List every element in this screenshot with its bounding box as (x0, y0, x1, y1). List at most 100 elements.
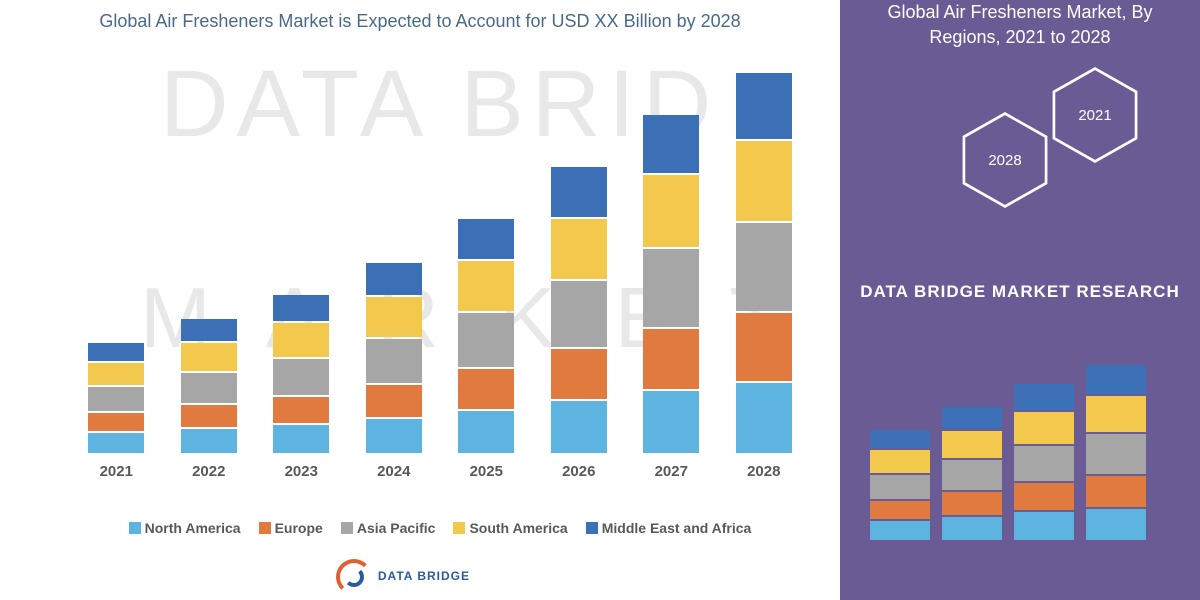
side-panel-mini-chart (870, 360, 1170, 540)
bar-segment (458, 411, 514, 453)
legend-label: Europe (275, 520, 323, 536)
bar-segment (736, 141, 792, 221)
mini-bar-segment (1086, 434, 1146, 474)
x-axis-label: 2023 (285, 463, 318, 480)
x-axis-label: 2026 (562, 463, 595, 480)
bar-column: 2025 (446, 217, 526, 480)
hexagon-badges: 2028 2021 (840, 70, 1200, 250)
bar-segment (551, 281, 607, 347)
brand-text: DATA BRIDGE MARKET RESEARCH (840, 280, 1200, 304)
bar-column: 2028 (724, 71, 804, 480)
mini-bar-segment (1086, 396, 1146, 432)
mini-bar-segment (870, 501, 930, 519)
mini-bar-segment (1014, 512, 1074, 540)
bar-segment (273, 359, 329, 395)
hexagon-2028: 2028 (960, 110, 1050, 210)
footer-logo-text: DATA BRIDGE (378, 570, 470, 583)
bar-segment (643, 391, 699, 453)
side-panel: Global Air Fresheners Market, By Regions… (840, 0, 1200, 600)
legend-swatch (453, 522, 465, 534)
stacked-bar (181, 317, 237, 453)
legend-label: South America (469, 520, 567, 536)
legend-item: North America (129, 520, 241, 536)
chart-legend: North America Europe Asia Pacific South Ame… (60, 520, 820, 536)
main-chart-area: DATA BRID M A R K E T Global Air Freshen… (0, 0, 840, 600)
stacked-bar (273, 293, 329, 453)
bar-segment (643, 329, 699, 389)
mini-bar-segment (1014, 446, 1074, 481)
bar-segment (366, 419, 422, 453)
legend-item: South America (453, 520, 567, 536)
bar-segment (458, 369, 514, 409)
stacked-bar (551, 165, 607, 453)
hex-label-2021: 2021 (1050, 65, 1140, 165)
bar-segment (181, 405, 237, 427)
logo-swirl-icon (336, 559, 372, 595)
legend-label: Middle East and Africa (602, 520, 752, 536)
bar-segment (88, 387, 144, 411)
stacked-bar-chart: 2021 2022 2023 20242025 2026 2027 2028 (70, 80, 810, 480)
legend-swatch (341, 522, 353, 534)
mini-bar-segment (942, 431, 1002, 458)
bar-column: 2023 (261, 293, 341, 480)
mini-bar-segment (870, 450, 930, 473)
mini-bar-column (1086, 363, 1146, 540)
legend-item: Middle East and Africa (586, 520, 752, 536)
mini-bar-segment (942, 407, 1002, 430)
bar-segment (366, 339, 422, 383)
hexagon-2021: 2021 (1050, 65, 1140, 165)
mini-bar-segment (1086, 476, 1146, 507)
bar-segment (181, 429, 237, 453)
mini-bar-column (1014, 382, 1074, 540)
stacked-bar (736, 71, 792, 453)
mini-bar-segment (1014, 384, 1074, 410)
bar-segment (736, 313, 792, 381)
legend-label: North America (145, 520, 241, 536)
bar-segment (88, 433, 144, 453)
mini-bar-segment (870, 430, 930, 448)
bar-segment (88, 363, 144, 385)
footer-logo: DATA BRIDGE (336, 559, 470, 595)
bar-segment (458, 261, 514, 311)
legend-swatch (259, 522, 271, 534)
legend-swatch (129, 522, 141, 534)
hex-label-2028: 2028 (960, 110, 1050, 210)
bar-segment (551, 349, 607, 399)
bar-segment (273, 425, 329, 453)
bar-segment (551, 401, 607, 453)
stacked-bar (88, 341, 144, 453)
bar-column: 2024 (354, 261, 434, 480)
legend-swatch (586, 522, 598, 534)
bar-segment (273, 295, 329, 321)
bar-segment (736, 383, 792, 453)
bar-segment (181, 319, 237, 341)
legend-item: Asia Pacific (341, 520, 436, 536)
bar-segment (458, 313, 514, 367)
side-panel-title: Global Air Fresheners Market, By Regions… (840, 0, 1200, 50)
mini-bar-column (942, 405, 1002, 540)
mini-bar-segment (1086, 509, 1146, 541)
bar-segment (736, 223, 792, 311)
bar-segment (551, 167, 607, 217)
x-axis-label: 2028 (747, 463, 780, 480)
bar-segment (88, 343, 144, 361)
mini-bar-segment (870, 475, 930, 499)
x-axis-label: 2022 (192, 463, 225, 480)
bar-segment (366, 297, 422, 337)
bar-column: 2027 (631, 113, 711, 480)
legend-item: Europe (259, 520, 323, 536)
bar-segment (643, 115, 699, 173)
bar-column: 2021 (76, 341, 156, 480)
bar-segment (643, 249, 699, 327)
mini-bar-segment (1086, 365, 1146, 395)
bar-segment (458, 219, 514, 259)
chart-title: Global Air Fresheners Market is Expected… (60, 10, 780, 33)
bar-segment (366, 263, 422, 295)
bar-segment (736, 73, 792, 139)
mini-bar-segment (942, 460, 1002, 490)
stacked-bar (366, 261, 422, 453)
bar-segment (181, 343, 237, 371)
bar-segment (181, 373, 237, 403)
bar-segment (643, 175, 699, 247)
bar-segment (88, 413, 144, 431)
